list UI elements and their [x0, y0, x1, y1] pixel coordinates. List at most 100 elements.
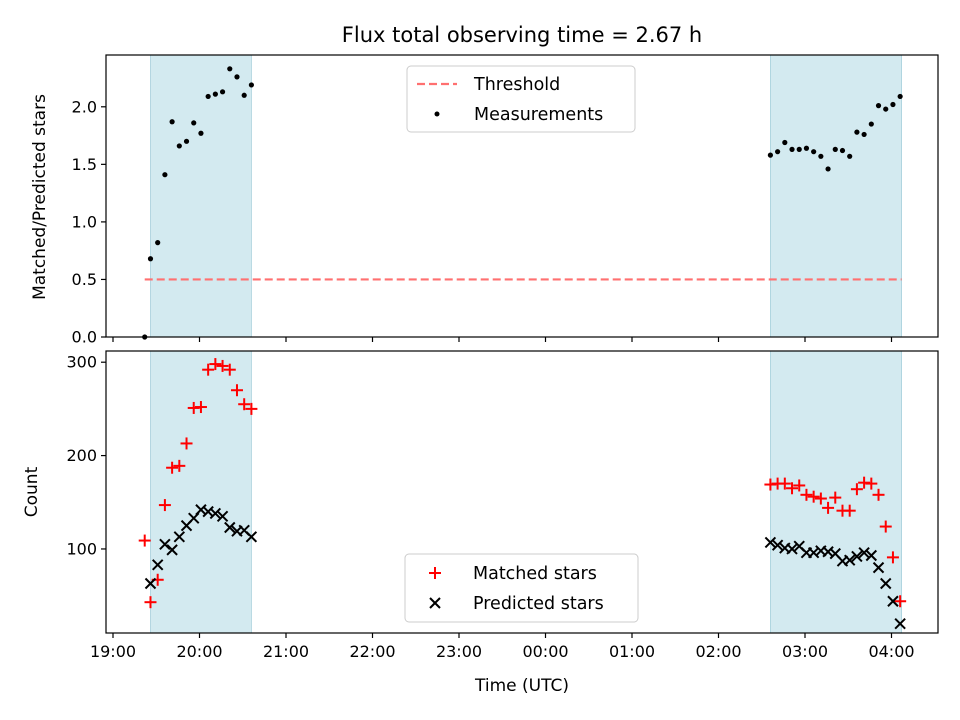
legend-predicted-swatch [429, 597, 441, 609]
measurement-point [847, 153, 853, 159]
matched-star-point [180, 437, 193, 450]
measurement-point [789, 146, 795, 152]
matched-star-point [166, 461, 179, 474]
matched-star-point [230, 384, 243, 397]
legend-matched-swatch [429, 567, 441, 579]
bottom-y-axis-label: Count [22, 466, 42, 517]
matched-star-point [807, 490, 820, 503]
top-panel-frame [105, 54, 939, 338]
matched-star-point [138, 534, 151, 547]
top-y-axis: 0.0 0.5 1.0 1.5 2.0 [72, 97, 106, 347]
predicted-star-point [209, 507, 222, 520]
matched-star-point [202, 363, 215, 376]
x-axis-label: Time (UTC) [474, 676, 569, 696]
measurement-point [212, 91, 218, 97]
top-y-axis-label: Matched/Predicted stars [30, 94, 50, 300]
predicted-star-point [151, 559, 164, 571]
matched-star-point [173, 459, 186, 472]
matched-star-point [872, 488, 885, 501]
predicted-star-point [894, 617, 906, 630]
matched-star-point [814, 492, 827, 505]
y-tick-label: 300 [66, 353, 97, 372]
measurement-point [782, 139, 788, 146]
predicted-star-point [880, 577, 892, 590]
measurement-point [875, 103, 882, 109]
matched-star-point [829, 491, 842, 504]
top-shaded-intervals [150, 54, 902, 338]
measurement-point [890, 101, 896, 108]
measurement-point [897, 93, 903, 100]
measurement-point [868, 121, 874, 127]
matched-star-point [216, 359, 229, 372]
predicted-star-point [858, 546, 870, 559]
predicted-star-point [224, 521, 236, 534]
measurement-point [147, 256, 154, 262]
matched-star-point [158, 499, 171, 512]
measurement-point [796, 146, 802, 152]
matched-star-point [822, 501, 835, 514]
x-tick-label: 00:00 [522, 642, 568, 661]
measurement-point [227, 66, 233, 72]
measurement-point [155, 240, 161, 246]
measurement-point [234, 74, 240, 80]
predicted-star-point [166, 544, 178, 556]
predicted-star-point [843, 554, 856, 566]
top-x-ticks [112, 337, 893, 342]
bottom-legend: Matched stars Predicted stars [404, 553, 639, 623]
measurement-points [142, 66, 903, 340]
matched-star-point [879, 520, 892, 533]
legend-predicted-label: Predicted stars [473, 594, 604, 614]
legend-measurements-swatch [434, 111, 440, 117]
y-tick-label: 100 [66, 539, 97, 558]
predicted-star-point [159, 538, 171, 550]
y-tick-label: 1.0 [72, 212, 97, 231]
matched-star-point [778, 477, 791, 490]
measurement-point [169, 119, 175, 125]
measurement-point [198, 130, 204, 136]
matched-star-point [850, 483, 863, 496]
matched-star-point [194, 401, 207, 414]
matched-star-point [245, 402, 258, 415]
x-tick-label: 03:00 [782, 642, 828, 661]
y-tick-label: 200 [66, 446, 97, 465]
measurement-point [767, 152, 774, 158]
predicted-star-point [216, 510, 229, 522]
x-tick-label: 22:00 [349, 642, 395, 661]
predicted-star-point [144, 577, 157, 590]
legend-measurements-label: Measurements [474, 105, 603, 125]
shaded-interval [150, 54, 252, 338]
bottom-panel: 100 200 300 19:00 20:00 21:00 22:00 23:00 00:00… [22, 350, 939, 696]
predicted-star-point [851, 550, 863, 563]
shaded-interval [770, 54, 902, 338]
predicted-star-point [872, 561, 885, 574]
matched-star-point [800, 488, 813, 501]
measurement-point [162, 172, 168, 178]
x-tick-label: 21:00 [263, 642, 309, 661]
predicted-star-point [865, 549, 878, 562]
legend-threshold-label: Threshold [473, 75, 560, 95]
top-legend-box [406, 65, 636, 133]
shaded-interval [150, 350, 252, 634]
predicted-star-point [786, 543, 798, 555]
y-tick-label: 0.5 [72, 270, 97, 289]
matched-star-point [793, 479, 806, 492]
measurement-point [205, 93, 211, 100]
measurement-point [825, 166, 831, 172]
predicted-star-point [887, 595, 899, 607]
x-tick-label: 04:00 [868, 642, 914, 661]
x-tick-label: 23:00 [436, 642, 482, 661]
measurement-point [219, 89, 226, 95]
x-tick-label: 19:00 [90, 642, 136, 661]
matched-star-point [894, 595, 907, 608]
predicted-stars-points [144, 504, 906, 630]
matched-stars-points [138, 358, 907, 609]
measurement-point [803, 145, 810, 151]
y-tick-label: 2.0 [72, 97, 97, 116]
measurement-point [861, 131, 867, 138]
matched-star-point [865, 477, 878, 490]
measurement-point [248, 82, 254, 88]
x-tick-label: 02:00 [695, 642, 741, 661]
matched-star-point [144, 596, 157, 609]
predicted-star-point [173, 531, 186, 543]
measurement-point [183, 138, 190, 144]
